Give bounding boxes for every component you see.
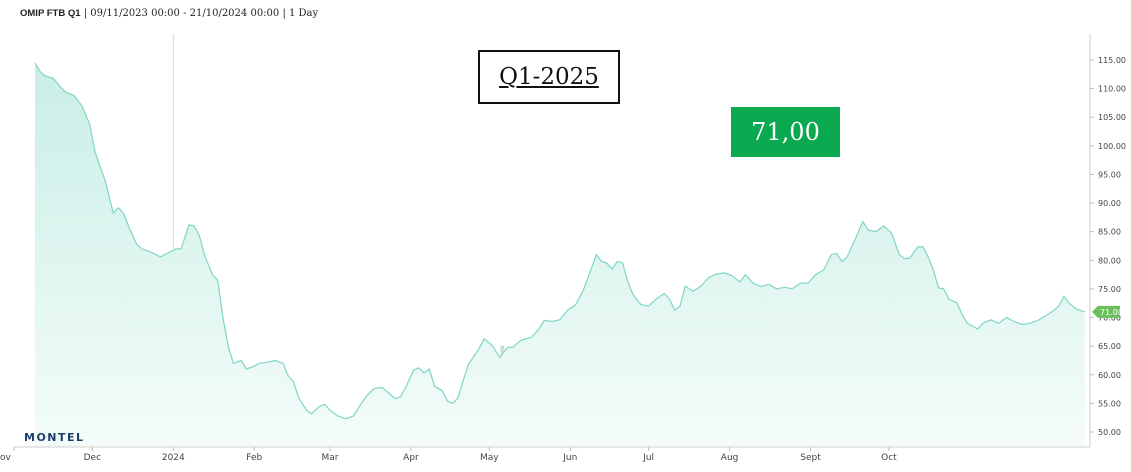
- chart-header: OMIP FTB Q1 | 09/11/2023 00:00 - 21/10/2…: [20, 8, 318, 24]
- y-tick-label: 110.00: [1098, 85, 1126, 94]
- y-tick-label: 65.00: [1098, 342, 1121, 351]
- axes: 115.00 110.00 105.00 100.00 95.00 90.00 85.00 8…: [0, 34, 1126, 463]
- x-tick-label: ov: [0, 453, 12, 463]
- current-price-box: 71,00: [731, 107, 840, 157]
- y-tick-label: 80.00: [1098, 256, 1121, 265]
- price-area: [34, 62, 1085, 448]
- last-value-badge: [1092, 305, 1120, 318]
- x-tick-label: Sept: [800, 453, 821, 463]
- montel-logo: MONTEL: [24, 431, 85, 444]
- instrument-name: OMIP FTB Q1: [20, 8, 81, 19]
- x-tick-label: May: [480, 453, 499, 463]
- y-tick-label: 95.00: [1098, 170, 1121, 179]
- y-tick-label: 60.00: [1098, 371, 1121, 380]
- y-tick-label: 50.00: [1098, 428, 1121, 437]
- y-tick-label: 100.00: [1098, 142, 1126, 151]
- x-tick-label: 2024: [162, 453, 185, 463]
- y-tick-label: 90.00: [1098, 199, 1121, 208]
- y-tick-label: 105.00: [1098, 113, 1126, 122]
- x-tick-label: Jul: [642, 453, 654, 463]
- x-tick-label: Aug: [721, 453, 739, 463]
- x-tick-label: Dec: [84, 453, 101, 463]
- contract-title-box: Q1-2025: [478, 50, 620, 104]
- y-tick-label: 85.00: [1098, 228, 1121, 237]
- price-line: [34, 62, 1085, 420]
- y-tick-label: 55.00: [1098, 399, 1121, 408]
- x-tick-label: Oct: [881, 453, 897, 463]
- period-info: | 09/11/2023 00:00 - 21/10/2024 00:00 | …: [83, 8, 319, 19]
- y-tick-label: 75.00: [1098, 285, 1121, 294]
- x-tick-label: Mar: [322, 453, 339, 463]
- price-area-fill: [34, 62, 1085, 448]
- x-tick-label: Feb: [246, 453, 262, 463]
- x-tick-label: Apr: [403, 453, 419, 463]
- last-value-label: 71.00: [1100, 308, 1123, 317]
- y-tick-label: 115.00: [1098, 56, 1126, 65]
- x-tick-label: Jun: [562, 453, 577, 463]
- y-tick-label: 70.00: [1098, 314, 1121, 323]
